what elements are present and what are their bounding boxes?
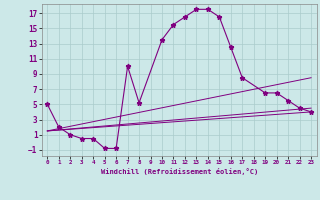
X-axis label: Windchill (Refroidissement éolien,°C): Windchill (Refroidissement éolien,°C) bbox=[100, 168, 258, 175]
